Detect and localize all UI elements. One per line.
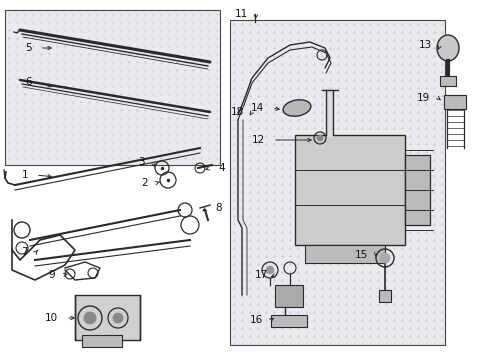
Bar [271, 315, 307, 327]
Bar [230, 20, 445, 345]
Ellipse shape [437, 35, 459, 61]
Text: 15: 15 [355, 250, 368, 260]
Bar [405, 155, 430, 225]
Text: 4: 4 [218, 163, 224, 173]
Text: 11: 11 [235, 9, 248, 19]
Text: 7: 7 [22, 247, 28, 257]
Text: 5: 5 [25, 43, 32, 53]
Text: 19: 19 [417, 93, 430, 103]
Bar [379, 290, 391, 302]
Circle shape [317, 135, 323, 141]
Ellipse shape [283, 100, 311, 116]
Text: 6: 6 [25, 77, 32, 87]
Bar [82, 335, 122, 347]
Circle shape [84, 312, 96, 324]
Bar [75, 295, 140, 340]
Text: 13: 13 [419, 40, 432, 50]
Bar [444, 95, 466, 109]
Text: 9: 9 [49, 270, 55, 280]
Text: 2: 2 [142, 178, 148, 188]
Circle shape [380, 253, 390, 263]
Text: 14: 14 [251, 103, 264, 113]
Text: 1: 1 [22, 170, 28, 180]
Bar [5, 10, 220, 165]
Bar [305, 245, 385, 263]
Circle shape [266, 266, 274, 274]
Text: 17: 17 [255, 270, 268, 280]
Text: 10: 10 [45, 313, 58, 323]
Text: 18: 18 [231, 107, 244, 117]
Bar [295, 135, 405, 245]
Text: 3: 3 [138, 157, 145, 167]
Text: 8: 8 [215, 203, 221, 213]
Bar [275, 285, 303, 307]
Text: 16: 16 [250, 315, 263, 325]
Bar [440, 76, 456, 86]
Text: 12: 12 [252, 135, 265, 145]
Circle shape [113, 313, 123, 323]
